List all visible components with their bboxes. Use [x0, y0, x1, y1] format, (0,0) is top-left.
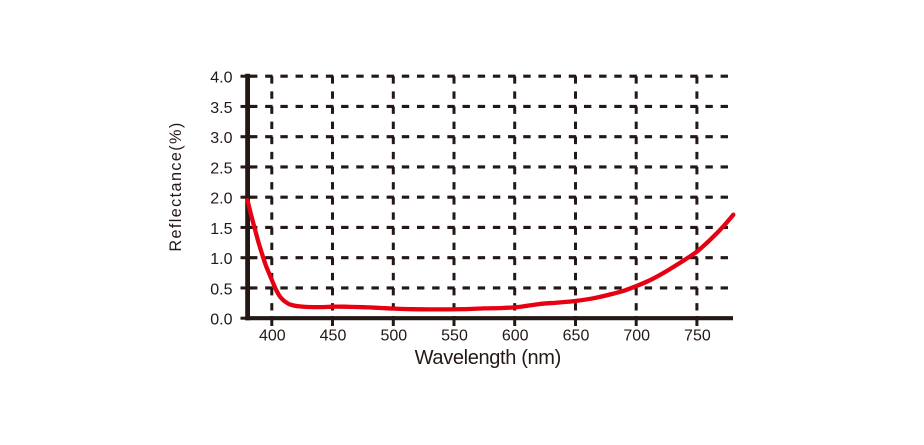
svg-text:4.0: 4.0 [210, 70, 232, 87]
svg-text:2.0: 2.0 [210, 191, 232, 208]
svg-text:450: 450 [320, 328, 347, 345]
svg-text:600: 600 [502, 328, 529, 345]
svg-text:Reflectance(%): Reflectance(%) [167, 121, 185, 251]
svg-text:Wavelength (nm): Wavelength (nm) [415, 347, 561, 369]
svg-text:400: 400 [259, 328, 286, 345]
svg-text:650: 650 [563, 328, 590, 345]
svg-text:700: 700 [623, 328, 650, 345]
svg-text:3.0: 3.0 [210, 130, 232, 147]
svg-text:550: 550 [441, 328, 468, 345]
svg-text:3.5: 3.5 [210, 100, 232, 117]
svg-text:0.5: 0.5 [210, 281, 232, 298]
svg-text:0.0: 0.0 [210, 312, 232, 329]
svg-text:500: 500 [380, 328, 407, 345]
svg-text:1.0: 1.0 [210, 251, 232, 268]
svg-text:1.5: 1.5 [210, 221, 232, 238]
svg-text:2.5: 2.5 [210, 160, 232, 177]
svg-text:750: 750 [684, 328, 711, 345]
